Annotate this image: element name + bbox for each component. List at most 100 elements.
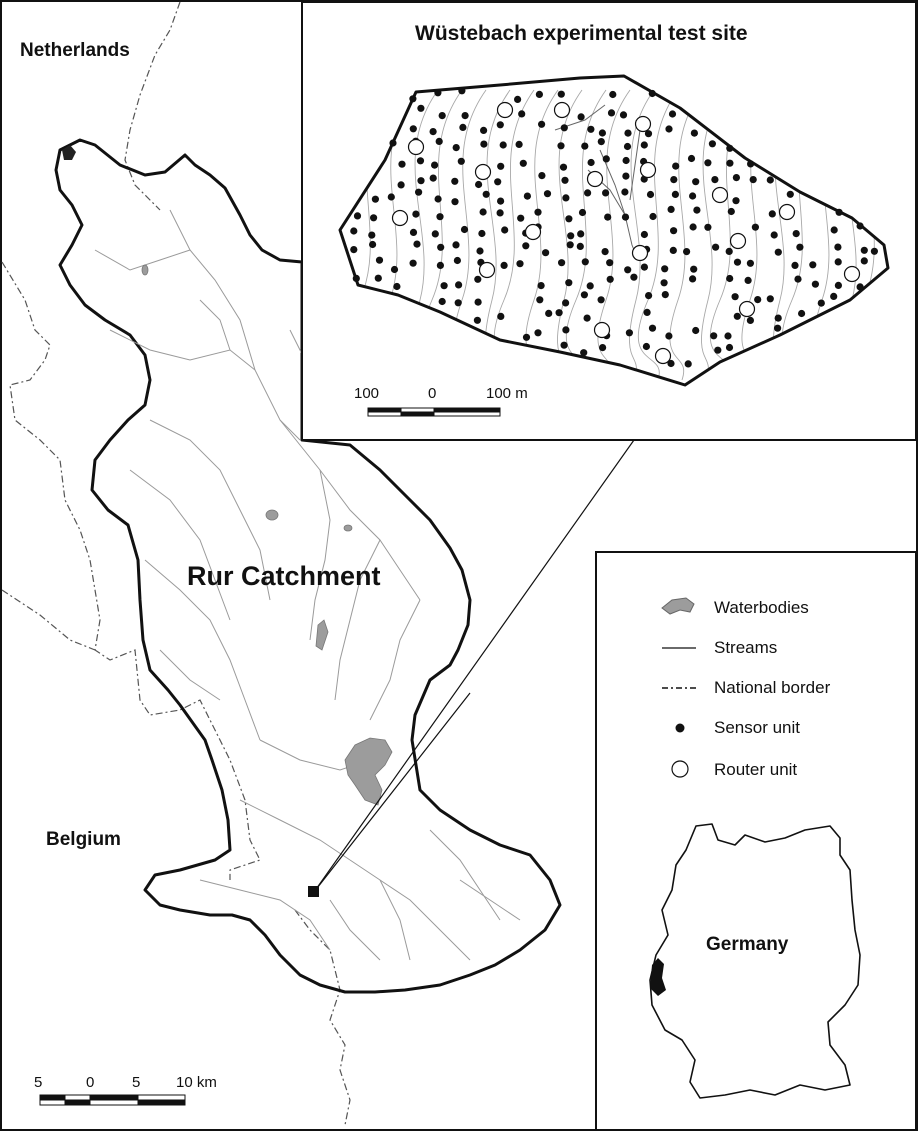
sensor-unit-dot bbox=[798, 309, 806, 318]
sensor-unit-dot bbox=[661, 265, 669, 273]
waterbody-icon bbox=[661, 597, 695, 615]
sensor-unit-dot bbox=[538, 172, 546, 180]
router-unit-circle bbox=[586, 170, 604, 188]
sensor-unit-dot bbox=[522, 242, 530, 250]
sensor-unit-dot bbox=[766, 295, 774, 303]
sensor-unit-dot bbox=[670, 227, 678, 235]
sensor-unit-dot bbox=[834, 281, 843, 289]
inset-title: Wüstebach experimental test site bbox=[415, 22, 748, 45]
sensor-unit-dot bbox=[609, 90, 617, 99]
rur-catchment-title: Rur Catchment bbox=[187, 561, 381, 591]
sensor-unit-dot bbox=[496, 121, 504, 129]
sensor-unit-dot bbox=[534, 208, 542, 216]
sensor-unit-dot bbox=[494, 178, 502, 186]
sensor-unit-dot bbox=[397, 181, 405, 189]
sensor-unit-dot bbox=[587, 125, 595, 133]
router-unit-circle bbox=[474, 163, 492, 181]
sensor-unit-dot bbox=[726, 159, 734, 167]
router-unit-circle bbox=[634, 115, 652, 133]
sensor-unit-dot bbox=[482, 190, 490, 198]
sensor-unit-dot bbox=[834, 243, 842, 251]
sensor-unit-dot bbox=[389, 139, 397, 147]
sensor-unit-dot bbox=[542, 249, 550, 257]
sensor-unit-dot bbox=[792, 230, 800, 238]
sensor-unit-dot bbox=[599, 344, 607, 352]
sensor-unit-dot bbox=[535, 90, 544, 98]
sensor-unit-dot bbox=[665, 332, 673, 340]
sensor-unit-dot bbox=[436, 261, 444, 269]
sensor-unit-dot bbox=[417, 177, 425, 185]
sensor-unit-dot bbox=[387, 193, 395, 201]
sensor-unit-dot bbox=[834, 258, 842, 266]
router-unit-circle bbox=[843, 265, 861, 283]
sensor-unit-dot bbox=[416, 157, 425, 165]
inset-scale-tick-label: 0 bbox=[428, 385, 437, 402]
sensor-unit-dot bbox=[791, 261, 799, 269]
router-unit-circle bbox=[593, 321, 611, 339]
sensor-unit-dot bbox=[687, 154, 696, 163]
sensor-unit-dot bbox=[565, 215, 573, 223]
sensor-unit-dot bbox=[597, 296, 605, 304]
sensor-unit-dot bbox=[538, 120, 546, 128]
sensor-unit-dot bbox=[714, 346, 722, 354]
sensor-unit-dot bbox=[393, 282, 401, 291]
sensor-unit-dot bbox=[438, 297, 446, 306]
sensor-unit-dot bbox=[870, 247, 879, 255]
sensor-unit-dot bbox=[514, 95, 522, 103]
sensor-unit-dot bbox=[621, 213, 630, 221]
router-unit-circle bbox=[553, 101, 571, 119]
sensor-unit-dot bbox=[566, 241, 574, 249]
sensor-unit-dot bbox=[830, 226, 838, 234]
sensor-unit-dot bbox=[581, 142, 589, 150]
sensor-unit-dot bbox=[557, 142, 565, 150]
sensor-unit-dot bbox=[429, 174, 437, 182]
sensor-unit-dot bbox=[786, 190, 794, 198]
sensor-unit-dot bbox=[704, 159, 712, 167]
sensor-unit-dot bbox=[429, 128, 437, 136]
sensor-unit-dot bbox=[455, 281, 463, 289]
sensor-unit-dot bbox=[774, 248, 782, 256]
sensor-unit-dot bbox=[645, 292, 653, 300]
sensor-unit-dot bbox=[640, 263, 649, 271]
sensor-unit-dot bbox=[522, 333, 531, 341]
sensor-unit-dot bbox=[733, 258, 742, 266]
sensor-unit-dot bbox=[431, 230, 439, 238]
legend-label-sensor-unit: Sensor unit bbox=[714, 718, 800, 737]
sensor-unit-dot bbox=[725, 343, 734, 352]
sensor-unit-dot bbox=[459, 123, 467, 131]
sensor-unit-dot bbox=[440, 282, 448, 290]
sensor-unit-dot bbox=[860, 246, 868, 254]
sensor-unit-dot bbox=[622, 156, 630, 165]
sensor-unit-dot bbox=[665, 125, 673, 133]
netherlands-label: Netherlands bbox=[20, 40, 130, 61]
sensor-unit-dot bbox=[519, 159, 527, 167]
germany-rur-location bbox=[650, 958, 666, 996]
sensor-unit-dot bbox=[562, 299, 570, 307]
sensor-unit-dot bbox=[624, 129, 632, 137]
sensor-unit-dot bbox=[692, 178, 700, 186]
sensor-unit-dot bbox=[708, 140, 717, 148]
sensor-unit-dot bbox=[602, 155, 610, 163]
sensor-unit-dot bbox=[562, 326, 570, 334]
sensor-unit-dot bbox=[646, 190, 655, 199]
sensor-unit-dot bbox=[561, 176, 569, 184]
sensor-unit-dot bbox=[537, 282, 545, 290]
sensor-unit-dot bbox=[558, 259, 566, 267]
sensor-unit-dot bbox=[640, 141, 648, 149]
sensor-unit-dot bbox=[409, 125, 417, 133]
sensor-unit-dot bbox=[725, 247, 733, 255]
sensor-unit-dot bbox=[746, 259, 755, 267]
sensor-unit-dot bbox=[693, 206, 701, 214]
sensor-unit-points bbox=[350, 87, 879, 368]
sensor-unit-dot bbox=[683, 248, 691, 256]
sensor-unit-dot bbox=[749, 176, 757, 184]
sensor-unit-dot bbox=[623, 142, 632, 151]
sensor-unit-dot bbox=[583, 314, 591, 322]
sensor-unit-dot bbox=[732, 174, 741, 182]
sensor-unit-dot bbox=[581, 258, 589, 266]
sensor-unit-dot bbox=[390, 265, 399, 274]
sensor-unit-dot bbox=[452, 241, 460, 249]
router-unit-circle bbox=[524, 223, 542, 241]
router-unit-circle bbox=[639, 161, 657, 179]
sensor-unit-dot bbox=[584, 189, 592, 197]
